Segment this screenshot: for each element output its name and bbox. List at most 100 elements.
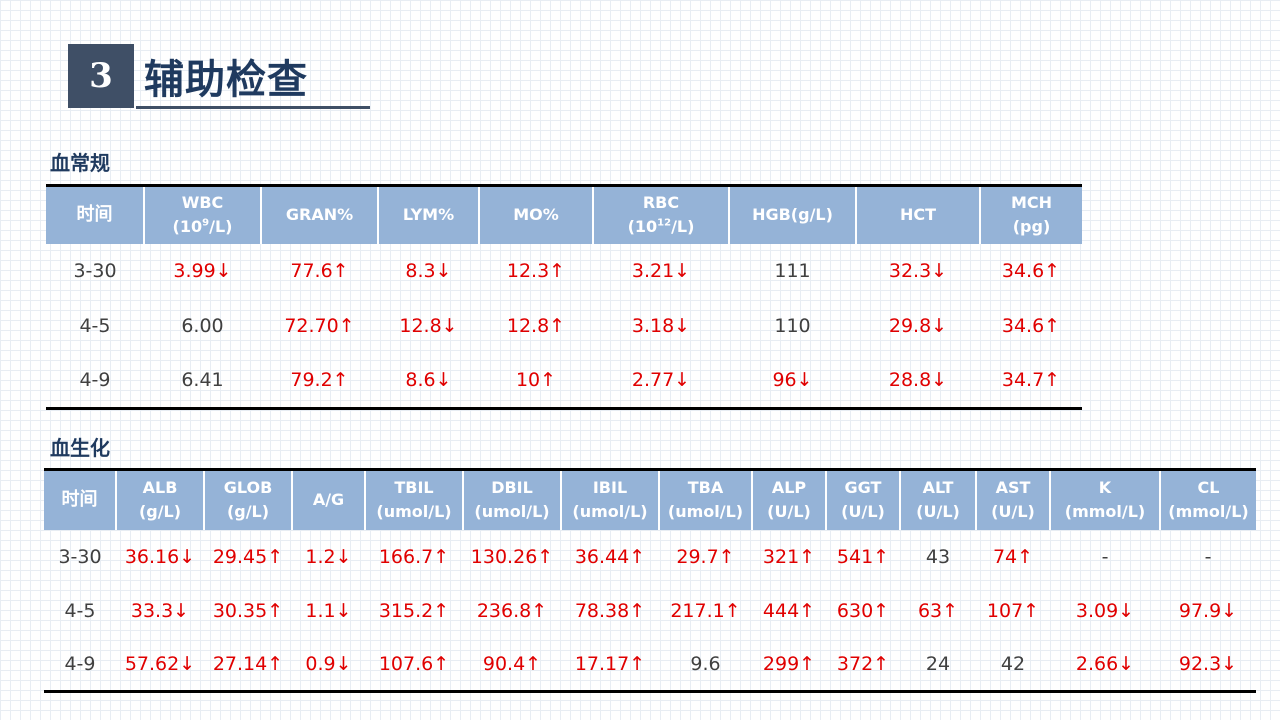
value-cell: 24 — [925, 652, 951, 675]
blood-biochem-col-header: DBIL (umol/L) — [462, 469, 561, 530]
value-cell: 29.7↑ — [676, 545, 735, 568]
value-cell: 6.00 — [181, 315, 224, 337]
value-cell: 12.8↑ — [506, 315, 566, 337]
table-row: 4-9 6.41 79.2↑ 8.6↓ 10↑ 2.77↓ 96↓ 28.8↓ 34.7↑ — [46, 354, 1082, 409]
value-cell: 444↑ — [762, 599, 816, 622]
value-cell: 78.38↑ — [574, 599, 646, 622]
value-cell: 57.62↓ — [124, 652, 196, 675]
value-cell: 36.44↑ — [574, 545, 646, 568]
blood-biochem-col-header: TBIL (umol/L) — [364, 469, 463, 530]
blood-routine-header-row: 时间 WBC (109/L) GRAN% LYM% MO% RBC (1012/L) HGB(g… — [46, 185, 1082, 244]
header-line1: K — [1098, 478, 1112, 498]
value-cell: 315.2↑ — [378, 599, 450, 622]
value-cell: 236.8↑ — [476, 599, 548, 622]
blood-biochem-col-header: GGT (U/L) — [825, 469, 900, 530]
blood-biochem-col-header: TBA (umol/L) — [658, 469, 752, 530]
table-row: 4-5 6.00 72.70↑ 12.8↓ 12.8↑ 3.18↓ 110 29.8↓ 34.6… — [46, 299, 1082, 354]
value-cell: 541↑ — [836, 545, 890, 568]
value-cell: 74↑ — [992, 545, 1034, 568]
header-unit: (U/L) — [916, 502, 960, 522]
header-unit-exponent: 12 — [657, 217, 672, 229]
blood-biochem-col-header: A/G — [291, 469, 365, 530]
header-unit: (mmol/L) — [1168, 502, 1249, 522]
header-line1: A/G — [312, 490, 345, 510]
value-cell: 97.9↓ — [1178, 599, 1238, 622]
value-cell: 630↑ — [836, 599, 890, 622]
value-cell: 96↓ — [772, 369, 813, 392]
value-cell: 42 — [1000, 652, 1026, 675]
value-cell: - — [1101, 545, 1109, 568]
blood-biochem-col-header: GLOB (g/L) — [203, 469, 292, 530]
value-cell: 77.6↑ — [290, 260, 349, 282]
header-line1: 时间 — [61, 489, 98, 511]
date-cell: 3-30 — [58, 545, 102, 568]
value-cell: 36.16↓ — [124, 545, 196, 568]
value-cell: 32.3↓ — [888, 260, 948, 282]
date-cell: 3-30 — [73, 260, 117, 282]
heading-underline — [136, 106, 370, 109]
header-line1: HCT — [899, 205, 937, 225]
value-cell: - — [1204, 545, 1212, 568]
blood-biochem-col-header: ALB (g/L) — [115, 469, 204, 530]
date-cell: 4-9 — [64, 652, 96, 675]
value-cell: 12.3↑ — [506, 260, 566, 282]
value-cell: 372↑ — [836, 652, 890, 675]
header-line1: ALB — [142, 478, 178, 498]
header-unit-exponent: 9 — [202, 217, 210, 229]
value-cell: 72.70↑ — [284, 315, 355, 337]
value-cell: 34.6↑ — [1001, 260, 1061, 282]
value-cell: 2.66↓ — [1075, 652, 1135, 675]
value-cell: 0.9↓ — [305, 652, 352, 675]
value-cell: 6.41 — [181, 369, 224, 392]
value-cell: 17.17↑ — [574, 652, 646, 675]
table-row: 3-30 3.99↓ 77.6↑ 8.3↓ 12.3↑ 3.21↓ 111 32.3↓ 34.6… — [46, 244, 1082, 299]
header-unit: (umol/L) — [474, 502, 550, 522]
value-cell: 3.21↓ — [631, 260, 691, 282]
date-cell: 4-5 — [64, 599, 96, 622]
header-unit: (109/L) — [145, 215, 260, 239]
value-cell: 107↑ — [986, 599, 1040, 622]
blood-routine-col-header: GRAN% — [260, 185, 378, 244]
value-cell: 33.3↓ — [130, 599, 190, 622]
header-unit: (g/L) — [138, 502, 182, 522]
value-cell: 29.8↓ — [888, 315, 948, 337]
value-cell: 130.26↑ — [470, 545, 554, 568]
header-line1: LYM% — [402, 205, 455, 225]
blood-biochem-header-row: 时间 ALB (g/L) GLOB (g/L) A/G TBIL (umol/L) DBIL (u… — [44, 469, 1256, 530]
blood-routine-col-header: MCH (pg) — [979, 185, 1082, 244]
value-cell: 63↑ — [917, 599, 959, 622]
section-number: 3 — [68, 44, 134, 108]
header-line1: WBC — [181, 193, 224, 213]
header-line1: GGT — [844, 478, 882, 498]
value-cell: 299↑ — [762, 652, 816, 675]
value-cell: 92.3↓ — [1178, 652, 1238, 675]
value-cell: 110 — [774, 315, 811, 337]
value-cell: 1.1↓ — [305, 599, 352, 622]
blood-biochem-col-header: ALP (U/L) — [751, 469, 826, 530]
header-unit: (pg) — [1012, 217, 1051, 237]
value-cell: 166.7↑ — [378, 545, 450, 568]
header-unit: (1012/L) — [594, 215, 728, 239]
blood-biochem-col-header: CL (mmol/L) — [1159, 469, 1256, 530]
value-cell: 79.2↑ — [290, 369, 349, 392]
header-line1: TBA — [687, 478, 724, 498]
header-unit: (U/L) — [767, 502, 811, 522]
table-row: 3-30 36.16↓ 29.45↑ 1.2↓ 166.7↑ 130.26↑ 36.44↑ 2… — [44, 530, 1256, 584]
value-cell: 12.8↓ — [399, 315, 458, 337]
date-cell: 4-5 — [79, 315, 111, 337]
blood-routine-col-header: RBC (1012/L) — [592, 185, 729, 244]
header-line1: DBIL — [491, 478, 533, 498]
blood-routine-table: 时间 WBC (109/L) GRAN% LYM% MO% RBC (1012/L) HGB(g… — [46, 184, 1082, 410]
value-cell: 29.45↑ — [212, 545, 284, 568]
header-line1: 时间 — [76, 204, 113, 226]
blood-routine-label: 血常规 — [50, 151, 110, 175]
header-line1: MCH — [1010, 193, 1053, 213]
blood-routine-col-header: 时间 — [46, 185, 144, 244]
value-cell: 8.3↓ — [405, 260, 452, 282]
header-unit: (U/L) — [991, 502, 1035, 522]
value-cell: 34.7↑ — [1001, 369, 1061, 392]
header-unit: (U/L) — [841, 502, 885, 522]
header-line1: ALT — [922, 478, 954, 498]
value-cell: 34.6↑ — [1001, 315, 1061, 337]
header-line1: TBIL — [394, 478, 434, 498]
